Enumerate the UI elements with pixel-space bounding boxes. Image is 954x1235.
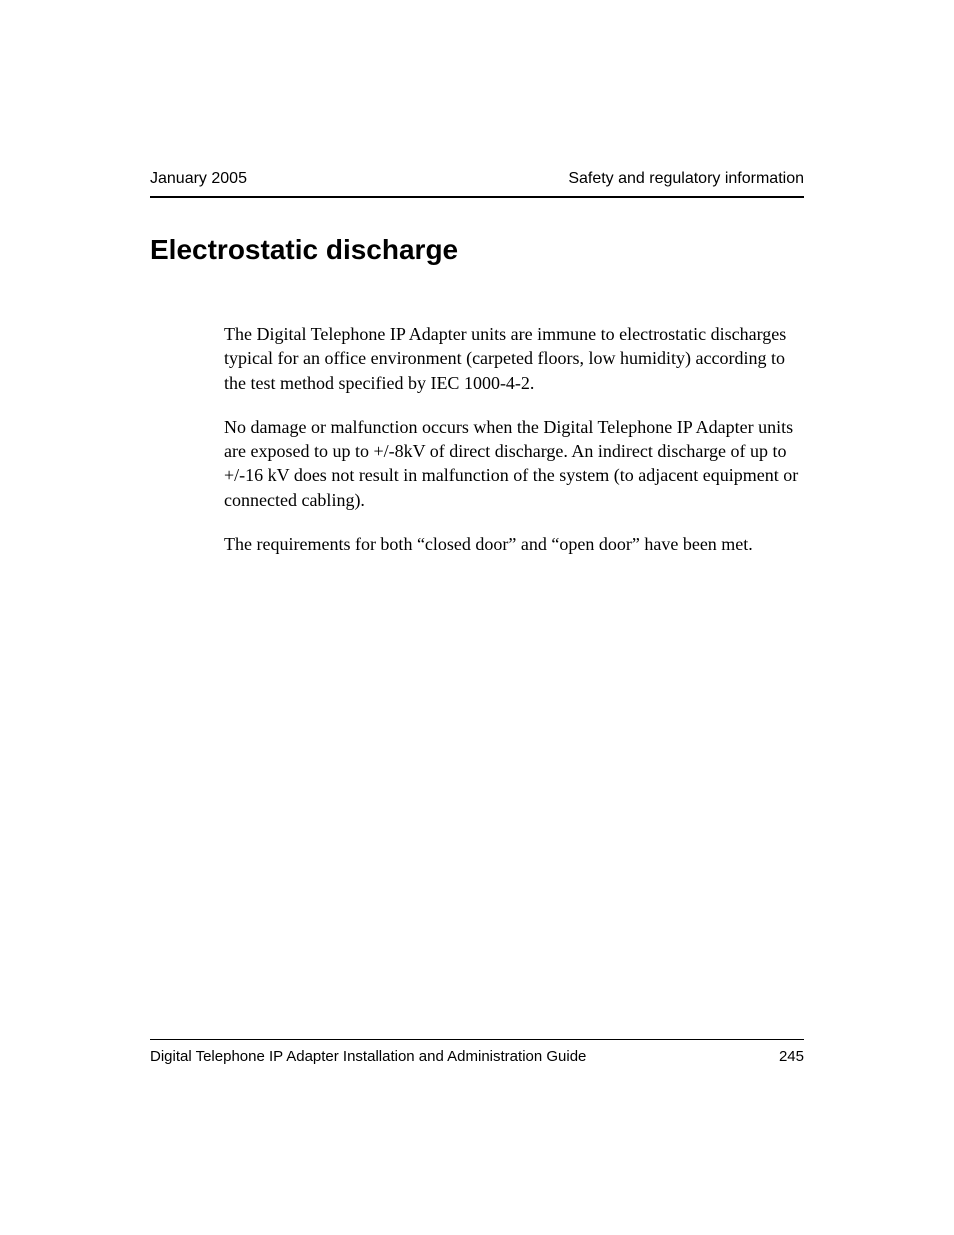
paragraph: The requirements for both “closed door” … xyxy=(224,532,804,556)
paragraph: No damage or malfunction occurs when the… xyxy=(224,415,804,512)
page-footer: Digital Telephone IP Adapter Installatio… xyxy=(150,1039,804,1065)
section-title: Electrostatic discharge xyxy=(150,234,804,266)
header-section: Safety and regulatory information xyxy=(568,170,804,188)
paragraph: The Digital Telephone IP Adapter units a… xyxy=(224,322,804,395)
page: January 2005 Safety and regulatory infor… xyxy=(0,0,954,1235)
footer-title: Digital Telephone IP Adapter Installatio… xyxy=(150,1048,586,1065)
page-header: January 2005 Safety and regulatory infor… xyxy=(150,170,804,198)
body-text: The Digital Telephone IP Adapter units a… xyxy=(224,322,804,556)
footer-page-number: 245 xyxy=(779,1048,804,1065)
header-date: January 2005 xyxy=(150,170,247,188)
